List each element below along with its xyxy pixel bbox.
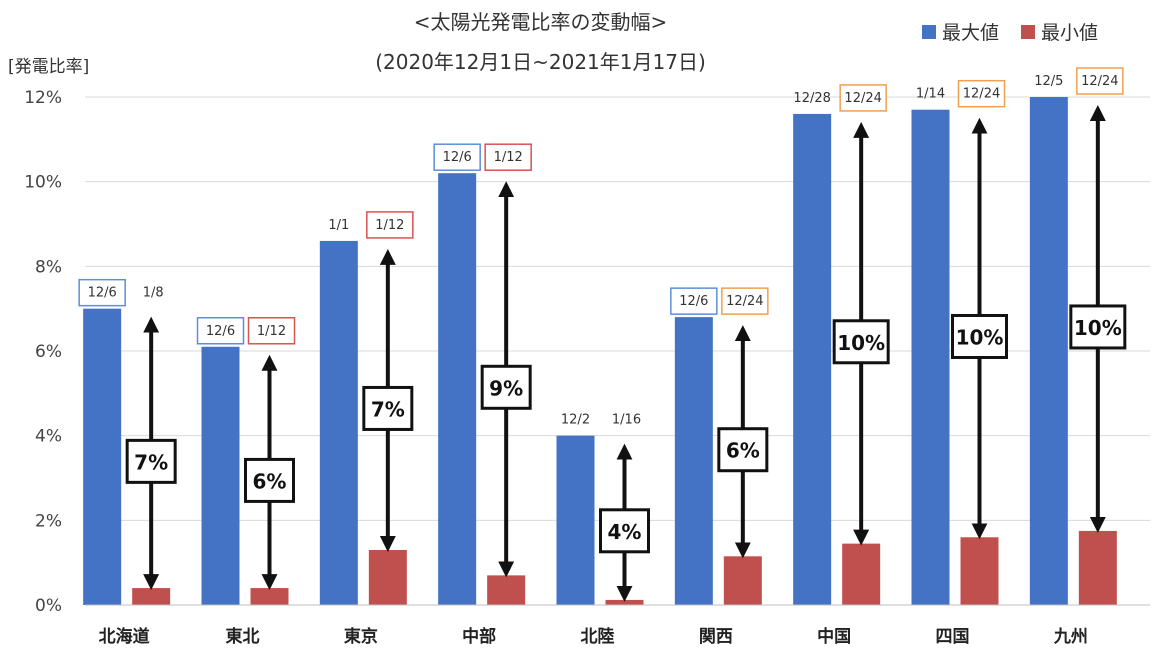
date-box-min	[1076, 67, 1124, 95]
date-box-min	[484, 143, 532, 171]
y-tick-label: 0%	[35, 596, 62, 616]
date-label-min: 1/12	[494, 150, 523, 165]
legend-label-min: 最小値	[1041, 22, 1099, 44]
legend-item-min: 最小値	[1021, 18, 1098, 45]
bar-max	[911, 109, 950, 605]
date-box-min	[247, 317, 296, 345]
legend-label-max: 最大値	[942, 22, 1000, 44]
date-label-max: 12/6	[679, 294, 708, 309]
y-tick-label: 12%	[24, 88, 62, 108]
bar-max	[674, 317, 713, 605]
bar-max	[319, 240, 358, 605]
date-label-max: 12/6	[206, 324, 235, 339]
date-label-min: 1/12	[257, 324, 286, 339]
x-tick-label: 関西	[699, 627, 733, 647]
y-tick-label: 2%	[35, 511, 62, 531]
range-label-box	[125, 438, 177, 484]
bar-min	[723, 556, 762, 605]
date-label-min: 12/24	[963, 87, 1000, 102]
x-tick-label: 北陸	[581, 626, 615, 647]
bar-max	[556, 435, 595, 605]
range-label-box	[951, 313, 1008, 359]
x-tick-label: 九州	[1053, 627, 1088, 647]
range-label: 10%	[1074, 316, 1122, 340]
date-box-min	[839, 84, 887, 112]
legend: 最大値 最小値	[922, 18, 1098, 45]
date-label-min: 1/16	[612, 413, 641, 428]
date-box-max	[433, 143, 481, 171]
date-label-max: 12/6	[88, 286, 117, 301]
bar-min	[1078, 530, 1117, 605]
y-tick-label: 4%	[35, 427, 62, 447]
range-label: 7%	[371, 397, 405, 421]
x-tick-label: 四国	[936, 627, 970, 647]
bar-min	[487, 575, 526, 605]
chart-title: <太陽光発電比率の変動幅>	[413, 10, 668, 34]
date-box-max	[78, 278, 126, 307]
date-label-max: 12/28	[793, 91, 830, 106]
date-label-min: 1/8	[143, 286, 164, 301]
date-label-max: 1/14	[916, 87, 945, 102]
range-label-box	[362, 385, 414, 431]
range-label: 9%	[489, 376, 523, 400]
date-box-min	[957, 79, 1006, 108]
range-label: 6%	[253, 469, 287, 493]
bar-max	[438, 173, 477, 605]
range-label: 6%	[726, 439, 760, 463]
bar-min	[605, 599, 644, 605]
legend-swatch-min	[1021, 24, 1036, 39]
date-box-min	[366, 211, 414, 239]
date-label-min: 1/12	[375, 218, 404, 233]
date-box-max	[670, 287, 718, 315]
range-label-box	[244, 457, 295, 503]
date-label-min: 12/24	[844, 91, 881, 106]
y-tick-label: 10%	[24, 173, 62, 193]
range-label: 7%	[134, 450, 168, 474]
x-tick-label: 北海道	[99, 626, 150, 647]
legend-item-max: 最大値	[922, 18, 999, 45]
x-tick-label: 東北	[226, 626, 260, 647]
bar-min	[250, 588, 289, 605]
range-label-box	[1069, 304, 1127, 350]
y-tick-label: 6%	[35, 342, 62, 362]
chart-subtitle: (2020年12月1日~2021年1月17日)	[375, 50, 706, 74]
legend-swatch-max	[922, 24, 936, 39]
date-label-max: 1/1	[328, 218, 349, 233]
x-tick-label: 東京	[344, 626, 378, 647]
date-label-max: 12/6	[443, 150, 472, 165]
y-axis-label: [発電比率]	[8, 57, 90, 77]
date-box-max	[196, 317, 245, 345]
x-tick-label: 中国	[817, 626, 851, 647]
bar-min	[842, 543, 881, 605]
date-label-min: 12/24	[1081, 74, 1118, 89]
date-label-min: 12/24	[726, 294, 763, 309]
bar-max	[83, 308, 122, 605]
bar-max	[793, 113, 832, 605]
date-label-max: 12/5	[1034, 74, 1063, 89]
bar-max	[201, 346, 240, 605]
range-label: 10%	[837, 331, 885, 355]
x-tick-label: 中部	[462, 626, 496, 647]
bar-min	[132, 588, 171, 605]
bar-min	[368, 549, 407, 605]
range-label: 4%	[608, 520, 642, 544]
bar-min	[960, 537, 999, 605]
range-label-box	[599, 508, 650, 554]
date-label-max: 12/2	[561, 413, 590, 428]
range-label: 10%	[956, 325, 1004, 349]
y-tick-label: 8%	[35, 257, 62, 277]
range-label-box	[717, 427, 769, 473]
date-box-min	[721, 287, 769, 315]
range-label-box	[832, 319, 890, 365]
bar-max	[1029, 97, 1068, 605]
range-label-box	[480, 364, 532, 410]
